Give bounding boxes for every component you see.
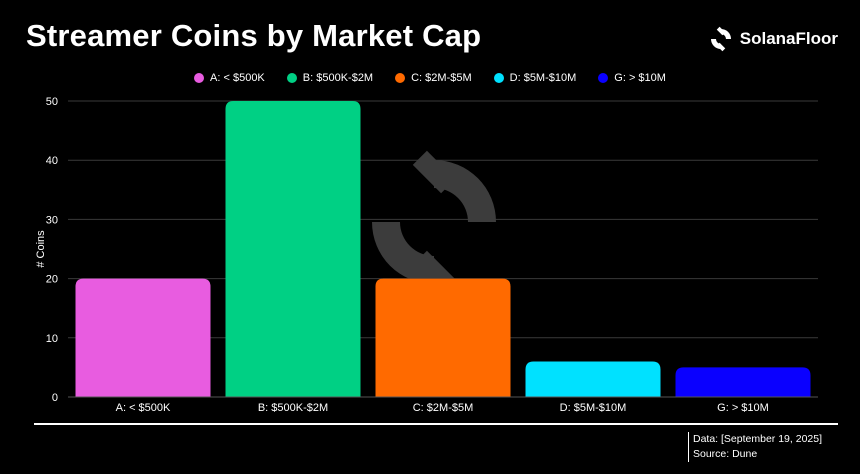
y-tick-label: 50	[46, 96, 58, 108]
legend-swatch	[194, 73, 205, 83]
y-tick-label: 40	[46, 155, 58, 167]
legend-item[interactable]: C: $2M-$5M	[395, 72, 472, 84]
brand-logo: SolanaFloor	[708, 26, 838, 52]
legend-item[interactable]: D: $5M-$10M	[493, 72, 577, 84]
legend-swatch	[493, 73, 504, 83]
bar	[675, 367, 811, 397]
x-tick-label: D: $5M-$10M	[560, 402, 627, 414]
legend-item[interactable]: B: $500K-$2M	[286, 72, 374, 84]
y-axis-title: # Coins	[35, 230, 47, 268]
brand-name: SolanaFloor	[739, 29, 838, 48]
chart-legend: A: < $500K B: $500K-$2M C: $2M-$5M D: $5M-$…	[0, 72, 860, 84]
legend-label: A: < $500K	[210, 72, 265, 84]
bar	[225, 101, 361, 397]
legend-label: G: > $10M	[614, 72, 666, 84]
data-date-text: Data: [September 19, 2025]	[693, 433, 822, 445]
legend-swatch	[395, 73, 406, 83]
legend-label: B: $500K-$2M	[302, 72, 374, 84]
legend-label: C: $2M-$5M	[411, 72, 472, 84]
source-note: Data: [September 19, 2025] Source: Dune	[688, 432, 822, 462]
bar	[525, 361, 661, 397]
y-tick-label: 10	[46, 333, 58, 345]
y-tick-label: 20	[46, 274, 58, 286]
footer-divider	[34, 423, 838, 425]
bar	[375, 278, 511, 397]
legend-label: D: $5M-$10M	[509, 72, 577, 84]
x-tick-label: B: $500K-$2M	[258, 402, 328, 414]
legend-swatch	[286, 73, 297, 83]
chart-title: Streamer Coins by Market Cap	[26, 18, 482, 53]
y-tick-label: 30	[46, 214, 58, 226]
legend-item[interactable]: A: < $500K	[194, 72, 265, 84]
x-tick-label: G: > $10M	[717, 402, 769, 414]
legend-swatch	[598, 73, 609, 83]
source-text: Source: Dune	[693, 448, 758, 460]
x-tick-label: C: $2M-$5M	[413, 402, 474, 414]
watermark-logo-icon	[372, 150, 496, 294]
solanafloor-logo-icon	[710, 26, 731, 52]
bar	[75, 278, 211, 397]
x-tick-label: A: < $500K	[116, 402, 171, 414]
legend-item[interactable]: G: > $10M	[598, 72, 666, 84]
y-tick-label: 0	[52, 392, 58, 404]
